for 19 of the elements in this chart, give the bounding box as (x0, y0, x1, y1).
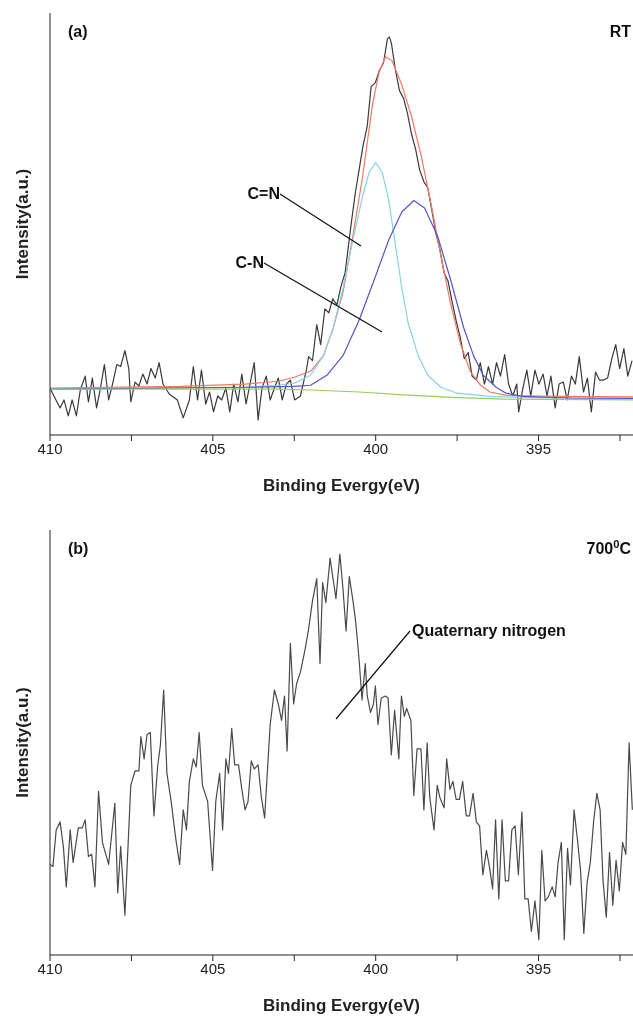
x-tick-label: 405 (200, 439, 226, 457)
x-tick-label: 395 (526, 439, 552, 457)
annotation: 700$^{0}$C (586, 538, 632, 557)
annotation: Quaternary nitrogen (412, 622, 566, 639)
x-tick-label: 410 (37, 439, 63, 457)
annotation: RT (609, 23, 632, 40)
x-axis-title: Binding Evergy(eV) (263, 996, 420, 1015)
x-axis-title: Binding Evergy(eV) (263, 476, 420, 495)
y-axis-title: Intensity(a.u.) (13, 687, 33, 798)
annotation: (a) (68, 23, 88, 40)
x-tick-label: 405 (200, 959, 226, 977)
x-tick-label: 395 (526, 959, 552, 977)
y-axis-title: Intensity(a.u.) (13, 168, 33, 280)
x-tick-label: 400 (363, 439, 389, 457)
x-tick-label: 410 (37, 959, 63, 977)
x-tick-label: 400 (363, 959, 389, 977)
annotation: C=N (247, 185, 280, 202)
annotation: (b) (68, 540, 89, 557)
annotation: C-N (235, 254, 264, 271)
